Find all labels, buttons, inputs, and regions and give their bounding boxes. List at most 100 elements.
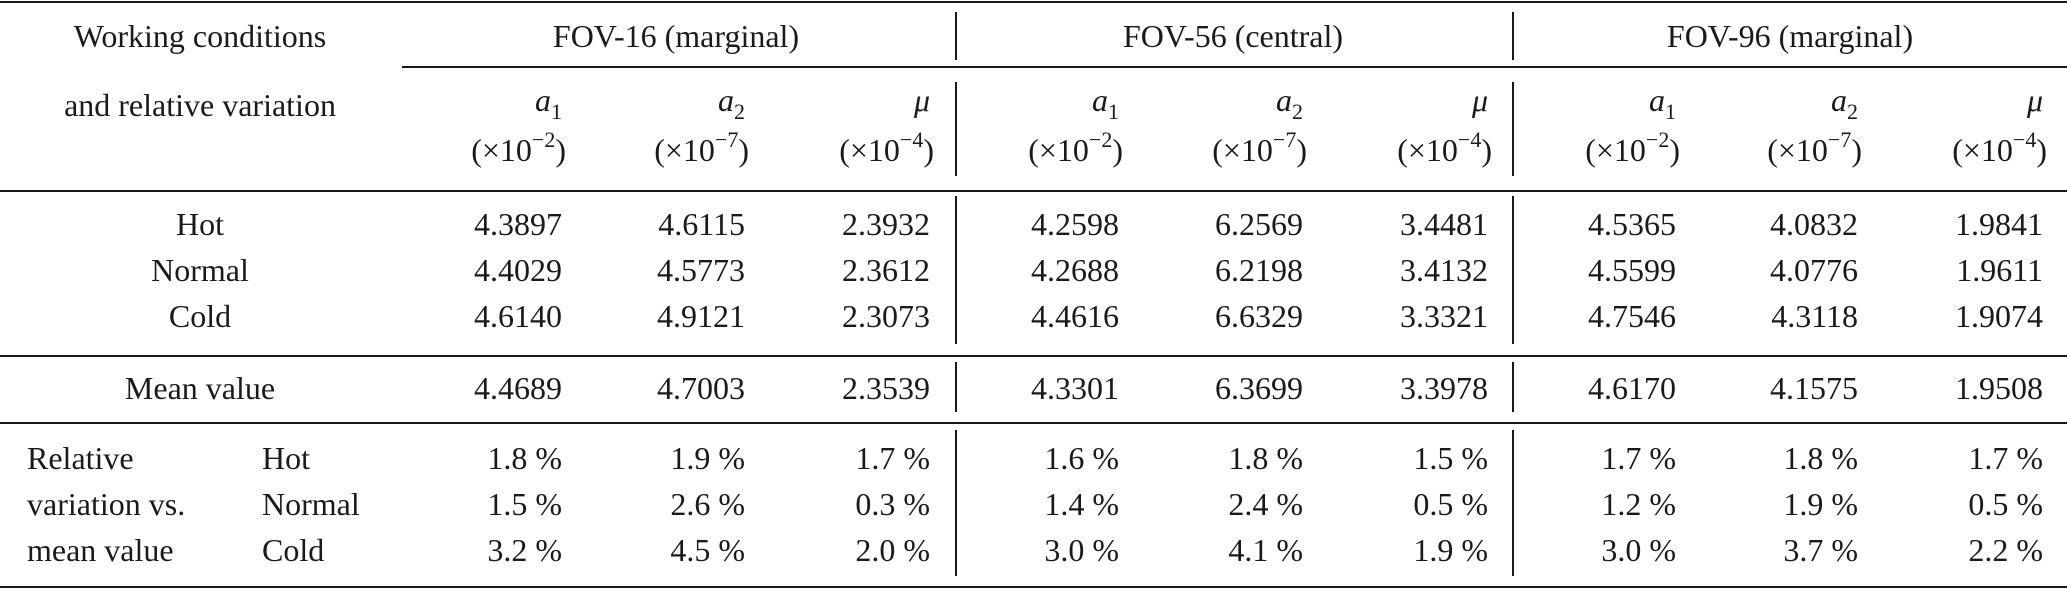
param-scale-close: )	[555, 132, 566, 168]
relative-cell: 1.9 %	[670, 440, 745, 476]
table-cell: 2.3932	[842, 206, 930, 242]
param-symbol-letter: a	[535, 82, 551, 118]
param-symbol-subscript: 2	[1847, 99, 1858, 124]
relative-condition-label: Cold	[262, 532, 325, 568]
param-scale-base: (×10	[1028, 132, 1089, 168]
table-cell: 4.5773	[657, 252, 745, 288]
table-cell: 6.2198	[1215, 252, 1303, 288]
relative-cell: 2.6 %	[670, 486, 745, 522]
condition-label: Hot	[176, 206, 224, 242]
mean-cell: 4.1575	[1770, 370, 1858, 406]
conditions-bottom-rule	[0, 355, 2067, 357]
relative-condition-label: Hot	[262, 440, 310, 476]
column-separator	[955, 430, 957, 576]
table-cell: 6.2569	[1215, 206, 1303, 242]
param-symbol-subscript: 2	[734, 99, 745, 124]
param-scale-exponent: −7	[1827, 127, 1852, 152]
table-cell: 4.6115	[658, 206, 745, 242]
relative-cell: 1.5 %	[1413, 440, 1488, 476]
table-cell: 4.7546	[1588, 298, 1676, 334]
working-conditions-header-line1: Working conditions	[73, 18, 327, 54]
relative-cell: 2.2 %	[1968, 532, 2043, 568]
param-symbol-fov96-mu: μ	[2027, 82, 2043, 122]
table-cell: 2.3612	[842, 252, 930, 288]
table-cell: 6.6329	[1215, 298, 1303, 334]
relative-cell: 3.0 %	[1044, 532, 1119, 568]
param-scale-base: (×10	[654, 132, 715, 168]
param-scale-base: (×10	[839, 132, 900, 168]
param-symbol-subscript: 2	[1292, 99, 1303, 124]
param-symbol-fov56-a2: a2	[1276, 82, 1303, 124]
param-scale-fov56-a2: (×10−7)	[1212, 127, 1307, 172]
mean-cell: 2.3539	[842, 370, 930, 406]
mean-value-label: Mean value	[124, 370, 276, 406]
param-scale-exponent: −4	[1457, 127, 1482, 152]
param-symbol-fov16-a2: a2	[718, 82, 745, 124]
param-symbol-fov16-mu: μ	[914, 82, 930, 122]
group-header-fov96: FOV-96 (marginal)	[1666, 18, 1914, 54]
relative-cell: 3.2 %	[487, 532, 562, 568]
table-cell: 1.9074	[1955, 298, 2043, 334]
column-separator	[1512, 196, 1514, 344]
table-cell: 4.3118	[1771, 298, 1858, 334]
column-separator	[1512, 430, 1514, 576]
param-scale-base: (×10	[1212, 132, 1273, 168]
table-cell: 4.9121	[657, 298, 745, 334]
param-scale-exponent: −4	[2012, 127, 2037, 152]
param-symbol-fov56-mu: μ	[1472, 82, 1488, 122]
column-separator	[1512, 12, 1514, 60]
table-cell: 4.3897	[474, 206, 562, 242]
param-symbol-fov16-a1: a1	[535, 82, 562, 124]
param-scale-base: (×10	[1767, 132, 1828, 168]
param-scale-close: )	[738, 132, 749, 168]
table-cell: 4.5599	[1588, 252, 1676, 288]
relative-cell: 2.0 %	[855, 532, 930, 568]
table-cell: 4.2688	[1031, 252, 1119, 288]
mean-cell: 1.9508	[1955, 370, 2043, 406]
table-cell: 4.0832	[1770, 206, 1858, 242]
param-scale-fov96-mu: (×10−4)	[1952, 127, 2047, 172]
param-symbol-fov96-a2: a2	[1831, 82, 1858, 124]
mean-cell: 4.6170	[1588, 370, 1676, 406]
param-scale-base: (×10	[1585, 132, 1646, 168]
relative-variation-label: mean value	[27, 532, 174, 568]
param-symbol-subscript: 1	[551, 99, 562, 124]
column-separator	[955, 362, 957, 412]
relative-cell: 2.4 %	[1228, 486, 1303, 522]
param-scale-close: )	[923, 132, 934, 168]
relative-cell: 4.1 %	[1228, 532, 1303, 568]
group-rule	[402, 66, 2067, 68]
param-scale-base: (×10	[1397, 132, 1458, 168]
relative-cell: 3.0 %	[1601, 532, 1676, 568]
param-scale-close: )	[1296, 132, 1307, 168]
param-scale-close: )	[1112, 132, 1123, 168]
relative-cell: 0.5 %	[1413, 486, 1488, 522]
relative-cell: 1.2 %	[1601, 486, 1676, 522]
mean-bottom-rule	[0, 422, 2067, 424]
relative-cell: 1.7 %	[1968, 440, 2043, 476]
param-symbol-letter: a	[1276, 82, 1292, 118]
relative-cell: 4.5 %	[670, 532, 745, 568]
param-symbol-letter: μ	[2026, 82, 2043, 118]
param-symbol-subscript: 1	[1665, 99, 1676, 124]
header-bottom-rule	[0, 190, 2067, 192]
param-symbol-letter: μ	[1471, 82, 1488, 118]
relative-cell: 1.9 %	[1783, 486, 1858, 522]
param-scale-base: (×10	[1952, 132, 2013, 168]
relative-condition-label: Normal	[262, 486, 360, 522]
relative-variation-label: Relative	[27, 440, 134, 476]
param-scale-fov96-a1: (×10−2)	[1585, 127, 1680, 172]
working-conditions-header-line2: and relative variation	[64, 87, 336, 123]
param-scale-fov56-a1: (×10−2)	[1028, 127, 1123, 172]
param-scale-close: )	[1669, 132, 1680, 168]
param-symbol-fov96-a1: a1	[1649, 82, 1676, 124]
table-cell: 1.9611	[1956, 252, 2043, 288]
param-symbol-letter: a	[718, 82, 734, 118]
table-cell: 3.4132	[1400, 252, 1488, 288]
table-cell: 1.9841	[1955, 206, 2043, 242]
table-cell: 4.4616	[1031, 298, 1119, 334]
param-scale-exponent: −2	[1645, 127, 1670, 152]
column-separator	[1512, 362, 1514, 412]
param-scale-fov16-a1: (×10−2)	[471, 127, 566, 172]
table-cell: 4.4029	[474, 252, 562, 288]
